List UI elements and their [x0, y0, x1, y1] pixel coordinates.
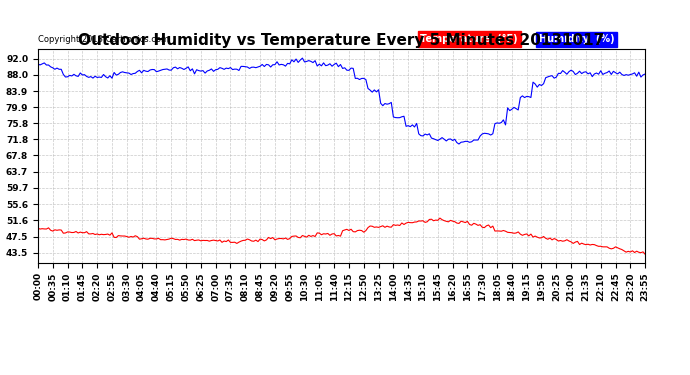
Text: Copyright 2013 Cartronics.com: Copyright 2013 Cartronics.com	[38, 36, 169, 45]
Text: Humidity  (%): Humidity (%)	[539, 34, 615, 45]
Title: Outdoor Humidity vs Temperature Every 5 Minutes 20131017: Outdoor Humidity vs Temperature Every 5 …	[79, 33, 604, 48]
Text: Temperature  (°F): Temperature (°F)	[420, 34, 518, 45]
